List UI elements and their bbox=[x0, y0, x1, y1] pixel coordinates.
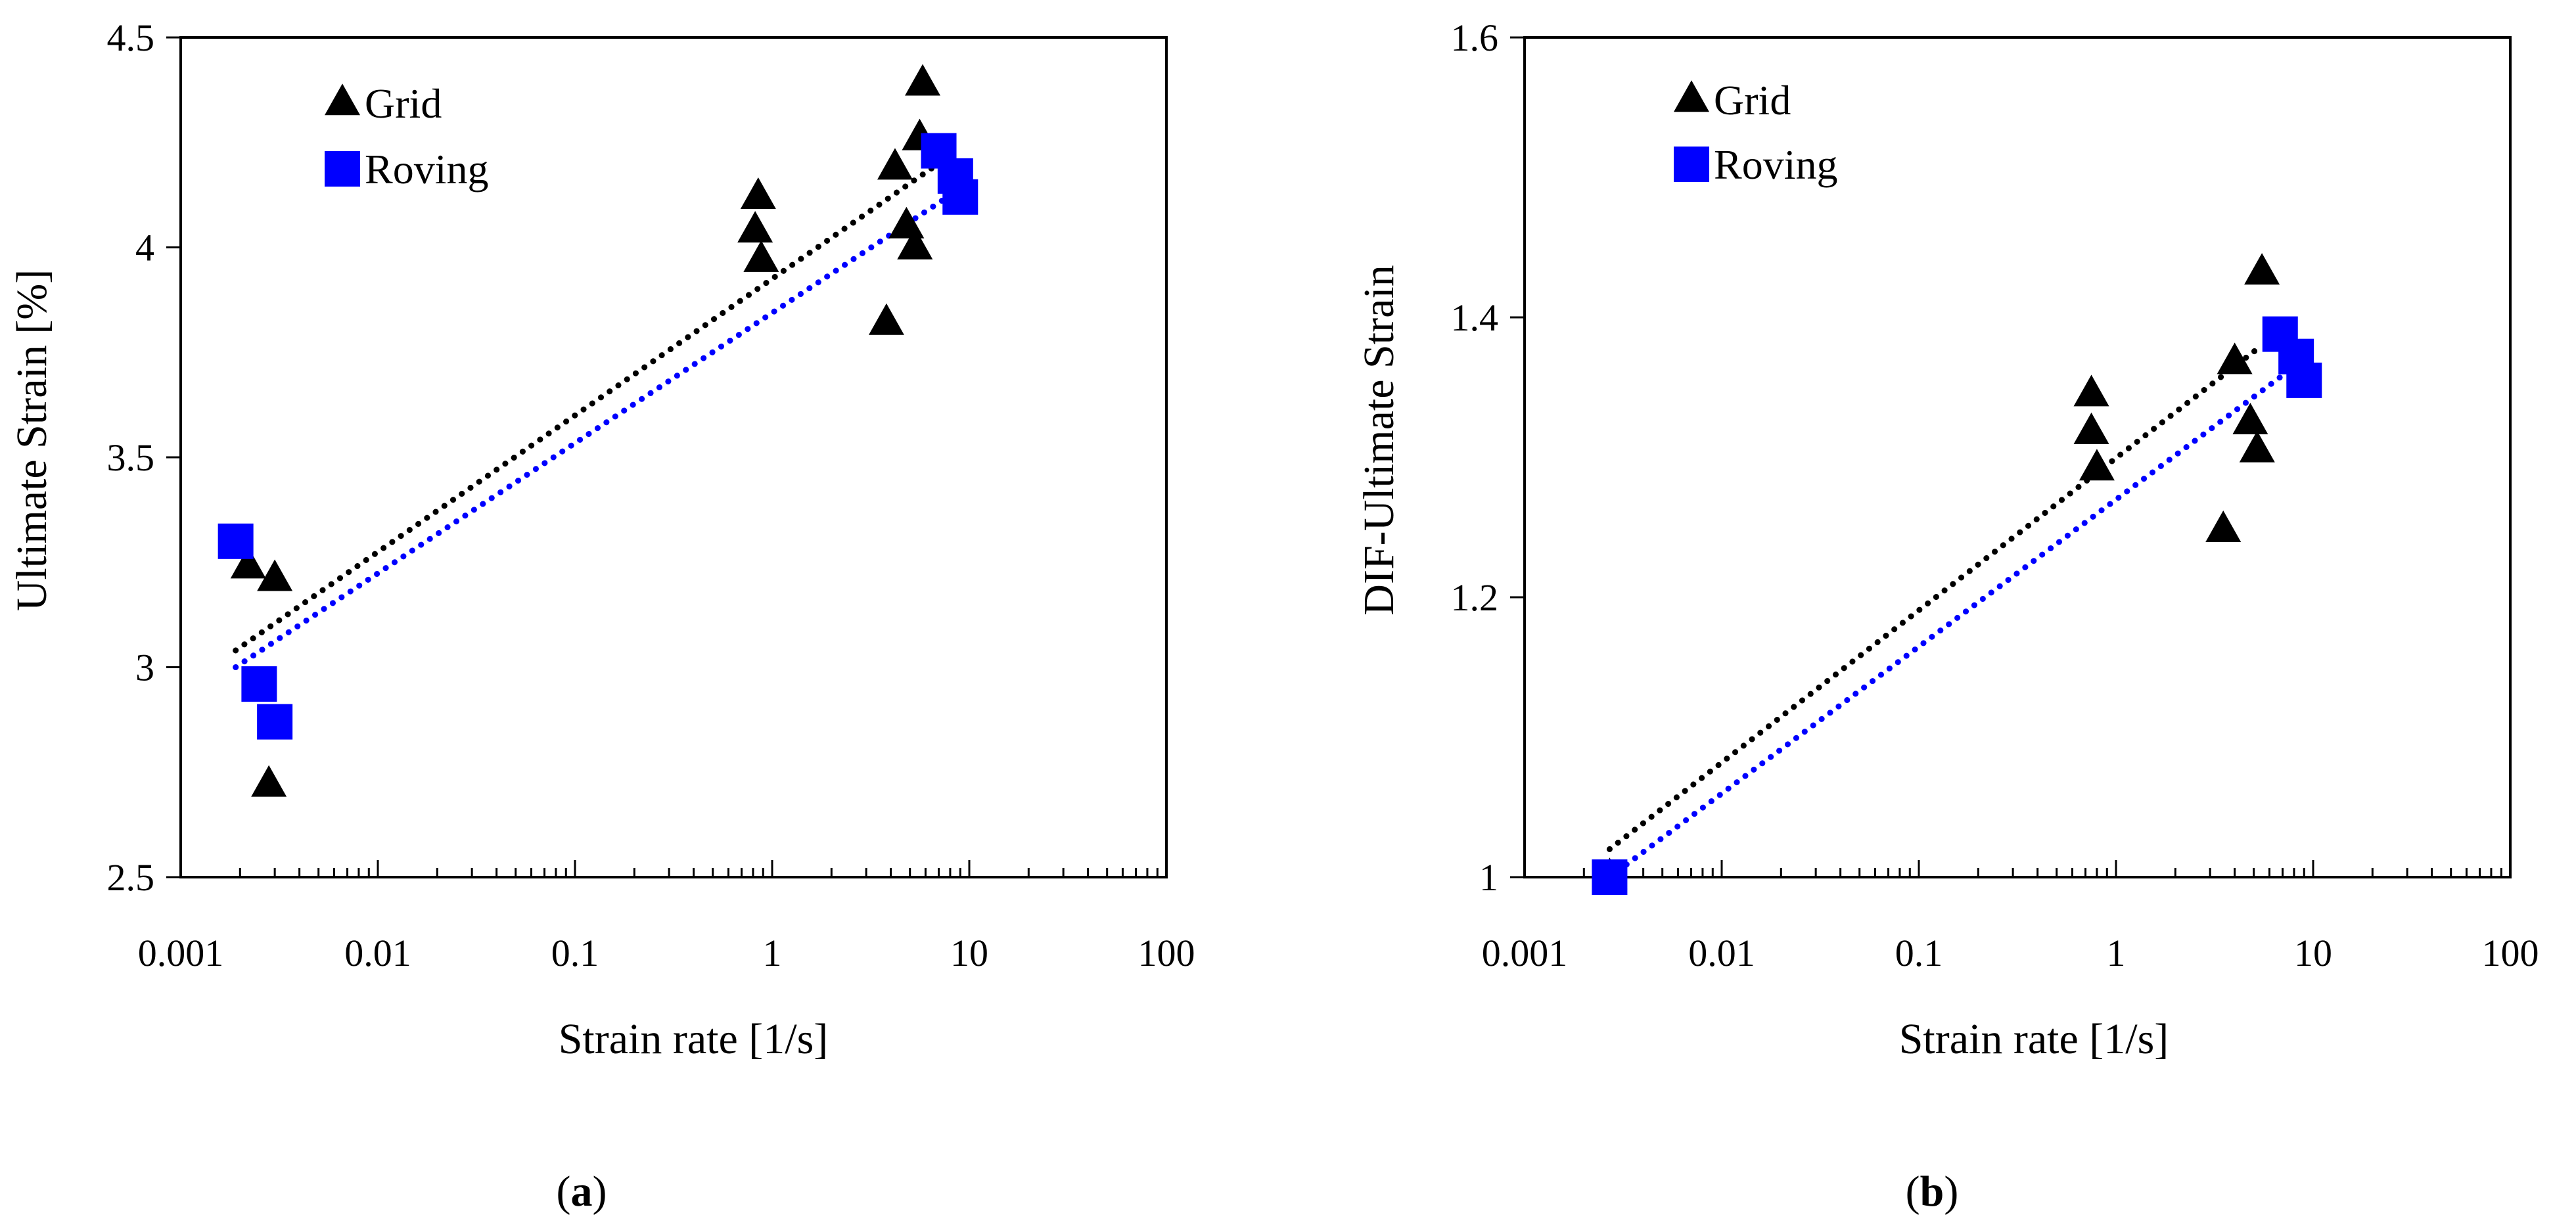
data-point-grid bbox=[2239, 430, 2275, 463]
legend-label-roving: Roving bbox=[1714, 141, 1837, 188]
data-point-grid bbox=[257, 559, 293, 591]
legend-marker-grid bbox=[1674, 80, 1709, 112]
legend-marker-roving bbox=[325, 151, 360, 187]
data-point-roving bbox=[218, 523, 254, 559]
y-tick-label: 1.6 bbox=[1451, 16, 1499, 59]
data-point-roving bbox=[2286, 362, 2322, 398]
legend-label-grid: Grid bbox=[365, 80, 442, 127]
panel-label-open: ( bbox=[1906, 1168, 1920, 1216]
data-point-roving bbox=[942, 179, 978, 215]
x-tick-label: 0.01 bbox=[1688, 932, 1755, 974]
trendline-grid bbox=[1606, 342, 2265, 852]
data-point-roving bbox=[241, 666, 277, 702]
data-point-grid bbox=[2217, 342, 2253, 375]
data-point-roving bbox=[1592, 859, 1628, 895]
chart-panel-a: Ultimate Strain [%] Strain rate [1/s] (a… bbox=[8, 16, 1195, 1216]
x-axis-title: Strain rate [1/s] bbox=[559, 1015, 829, 1063]
data-point-grid bbox=[740, 177, 776, 210]
y-tick-label: 3.5 bbox=[107, 436, 155, 479]
y-tick-label: 3 bbox=[135, 647, 154, 689]
legend-marker-grid bbox=[325, 83, 360, 116]
data-point-grid bbox=[251, 765, 287, 797]
data-point-grid bbox=[2073, 412, 2109, 444]
data-point-grid bbox=[2205, 511, 2242, 542]
x-tick-label: 100 bbox=[1138, 932, 1195, 974]
chart-marks-b: 0.001 0.01 0.1 1 10 100 1 1.2 1.4 1.6 Grid Roving bbox=[1451, 16, 2539, 974]
data-point-grid bbox=[905, 64, 941, 96]
y-tick-label: 1 bbox=[1479, 856, 1498, 899]
y-axis-title: Ultimate Strain [%] bbox=[8, 269, 56, 612]
data-point-grid bbox=[877, 148, 913, 180]
chart-panel-b: DIF-Ultimate Strain Strain rate [1/s] (b… bbox=[1355, 16, 2539, 1216]
x-tick-label: 100 bbox=[2482, 932, 2539, 974]
panel-label-close: ) bbox=[1944, 1168, 1958, 1216]
trendline-roving bbox=[233, 185, 963, 670]
data-point-grid bbox=[230, 547, 266, 579]
legend-marker-roving bbox=[1674, 147, 1709, 182]
panel-label-letter: a bbox=[571, 1168, 593, 1216]
x-tick-label: 1 bbox=[2107, 932, 2126, 974]
data-point-grid bbox=[2079, 449, 2115, 481]
data-point-grid bbox=[743, 240, 779, 272]
panel-label-letter: b bbox=[1920, 1168, 1944, 1216]
data-point-grid bbox=[897, 227, 933, 260]
data-point-grid bbox=[2244, 253, 2280, 285]
x-tick-label: 10 bbox=[2294, 932, 2332, 974]
panel-label-close: ) bbox=[593, 1168, 607, 1216]
legend-label-grid: Grid bbox=[1714, 77, 1791, 124]
data-point-roving bbox=[257, 704, 293, 740]
y-tick-label: 4.5 bbox=[107, 16, 155, 59]
y-tick-label: 2.5 bbox=[107, 856, 155, 899]
legend-label-roving: Roving bbox=[365, 146, 488, 193]
data-point-grid bbox=[2073, 375, 2109, 407]
x-tick-label: 0.1 bbox=[551, 932, 599, 974]
y-tick-label: 1.4 bbox=[1451, 296, 1499, 339]
x-tick-label: 0.01 bbox=[344, 932, 411, 974]
x-tick-label: 0.001 bbox=[1482, 932, 1568, 974]
x-tick-label: 0.001 bbox=[138, 932, 224, 974]
trendline-roving bbox=[1606, 356, 2307, 880]
chart-marks-a: 0.001 0.01 0.1 1 10 100 2.5 3 3.5 4 4.5 Grid Roving bbox=[107, 16, 1195, 974]
y-tick-label: 1.2 bbox=[1451, 576, 1499, 619]
data-point-grid bbox=[737, 211, 773, 243]
x-tick-label: 0.1 bbox=[1895, 932, 1943, 974]
y-axis-title: DIF-Ultimate Strain bbox=[1355, 265, 1403, 615]
x-tick-label: 1 bbox=[763, 932, 782, 974]
data-point-grid bbox=[868, 303, 904, 335]
panel-label: (a) bbox=[557, 1168, 607, 1216]
panel-label-open: ( bbox=[557, 1168, 571, 1216]
panel-label: (b) bbox=[1906, 1168, 1959, 1216]
x-tick-label: 10 bbox=[950, 932, 988, 974]
plot-frame bbox=[1523, 36, 2512, 878]
y-tick-label: 4 bbox=[135, 227, 154, 269]
x-axis-title: Strain rate [1/s] bbox=[1899, 1015, 2169, 1063]
data-point-grid bbox=[2232, 402, 2268, 434]
